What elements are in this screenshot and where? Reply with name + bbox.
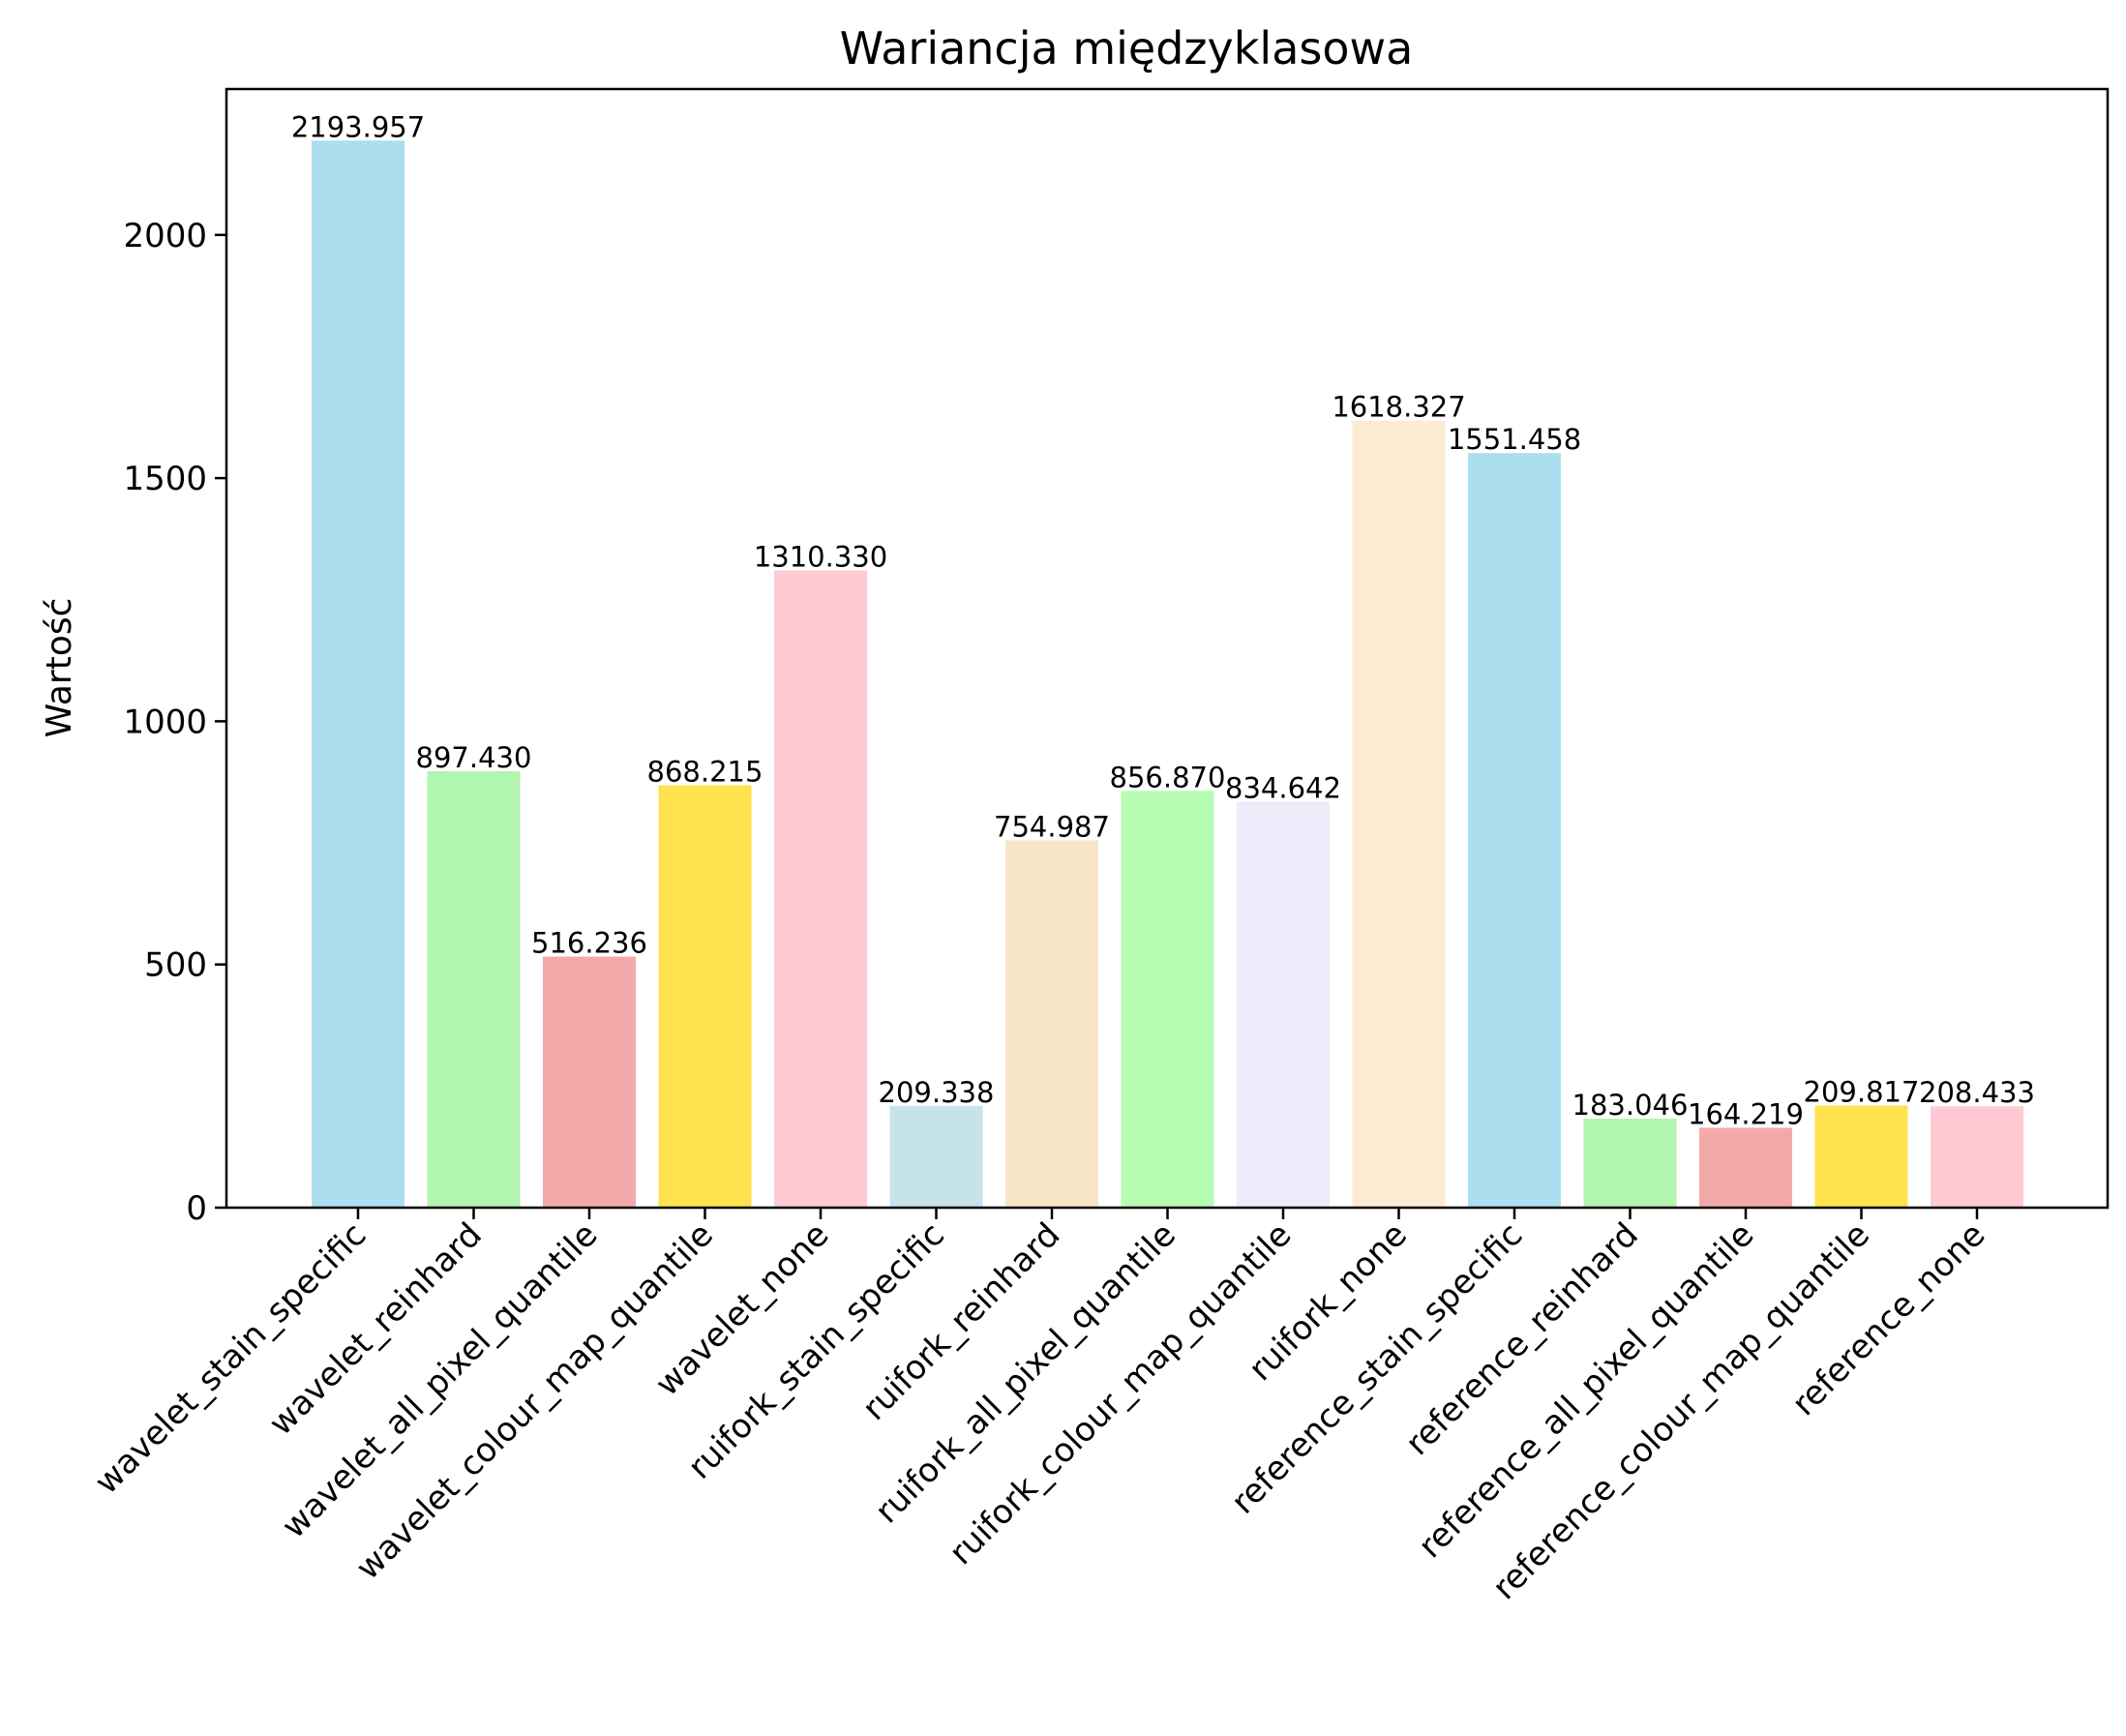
bar-reference_none <box>1931 1106 2023 1208</box>
data-label-ruifork_all_pixel_quantile: 856.870 <box>1110 761 1226 793</box>
x-tick-label-ruifork_reinhard: ruifork_reinhard <box>855 1215 1068 1428</box>
data-label-wavelet_none: 1310.330 <box>754 540 887 573</box>
data-label-wavelet_reinhard: 897.430 <box>416 741 532 774</box>
data-label-ruifork_reinhard: 754.987 <box>994 811 1110 844</box>
y-tick-label-0: 0 <box>186 1189 207 1228</box>
x-axis: wavelet_stain_specificwavelet_reinhardwa… <box>87 1208 1992 1607</box>
bar-reference_colour_map_quantile <box>1814 1105 1908 1208</box>
y-tick-label-500: 500 <box>144 946 207 985</box>
bar-ruifork_stain_specific <box>889 1105 983 1208</box>
data-labels-layer: 2193.957 897.430 516.236 868.215 1310.330 209… <box>291 110 2035 1130</box>
bar-reference_all_pixel_quantile <box>1699 1127 1792 1208</box>
x-tick-label-reference_reinhard: reference_reinhard <box>1398 1215 1646 1463</box>
bar-ruifork_reinhard <box>1005 840 1098 1208</box>
data-label-ruifork_colour_map_quantile: 834.642 <box>1225 772 1341 805</box>
y-tick-label-1500: 1500 <box>123 460 207 498</box>
y-axis-label: Wartość <box>40 598 79 738</box>
chart-title: Wariancja międzyklasowa <box>840 22 1414 75</box>
y-tick-label-2000: 2000 <box>123 217 207 255</box>
bar-ruifork_colour_map_quantile <box>1237 801 1330 1208</box>
data-label-reference_stain_specific: 1551.458 <box>1448 423 1581 456</box>
plot-frame <box>225 87 2110 1210</box>
data-label-reference_none: 208.433 <box>1919 1076 2035 1109</box>
data-label-wavelet_all_pixel_quantile: 516.236 <box>531 927 647 960</box>
bar-ruifork_all_pixel_quantile <box>1121 791 1214 1208</box>
y-tick-label-1000: 1000 <box>123 703 207 741</box>
bar-wavelet_none <box>774 570 867 1208</box>
y-axis: 0 500 1000 1500 2000 <box>123 217 226 1228</box>
x-tick-label-wavelet_reinhard: wavelet_reinhard <box>261 1215 489 1443</box>
data-label-wavelet_stain_specific: 2193.957 <box>291 110 425 143</box>
data-label-reference_all_pixel_quantile: 164.219 <box>1688 1097 1804 1130</box>
bar-wavelet_reinhard <box>427 770 521 1208</box>
data-label-reference_colour_map_quantile: 209.817 <box>1804 1076 1920 1109</box>
data-label-wavelet_colour_map_quantile: 868.215 <box>647 756 764 789</box>
x-tick-label-reference_none: reference_none <box>1784 1215 1992 1423</box>
bar-wavelet_all_pixel_quantile <box>543 956 636 1208</box>
bars-layer <box>312 140 2023 1209</box>
bar-reference_stain_specific <box>1468 453 1561 1208</box>
bar-reference_reinhard <box>1583 1118 1677 1208</box>
data-label-ruifork_none: 1618.327 <box>1332 391 1465 424</box>
bar-wavelet_stain_specific <box>312 140 404 1209</box>
bar-wavelet_colour_map_quantile <box>658 785 752 1208</box>
data-label-reference_reinhard: 183.046 <box>1572 1089 1689 1122</box>
bar-ruifork_none <box>1352 420 1446 1209</box>
data-label-ruifork_stain_specific: 209.338 <box>879 1076 995 1109</box>
